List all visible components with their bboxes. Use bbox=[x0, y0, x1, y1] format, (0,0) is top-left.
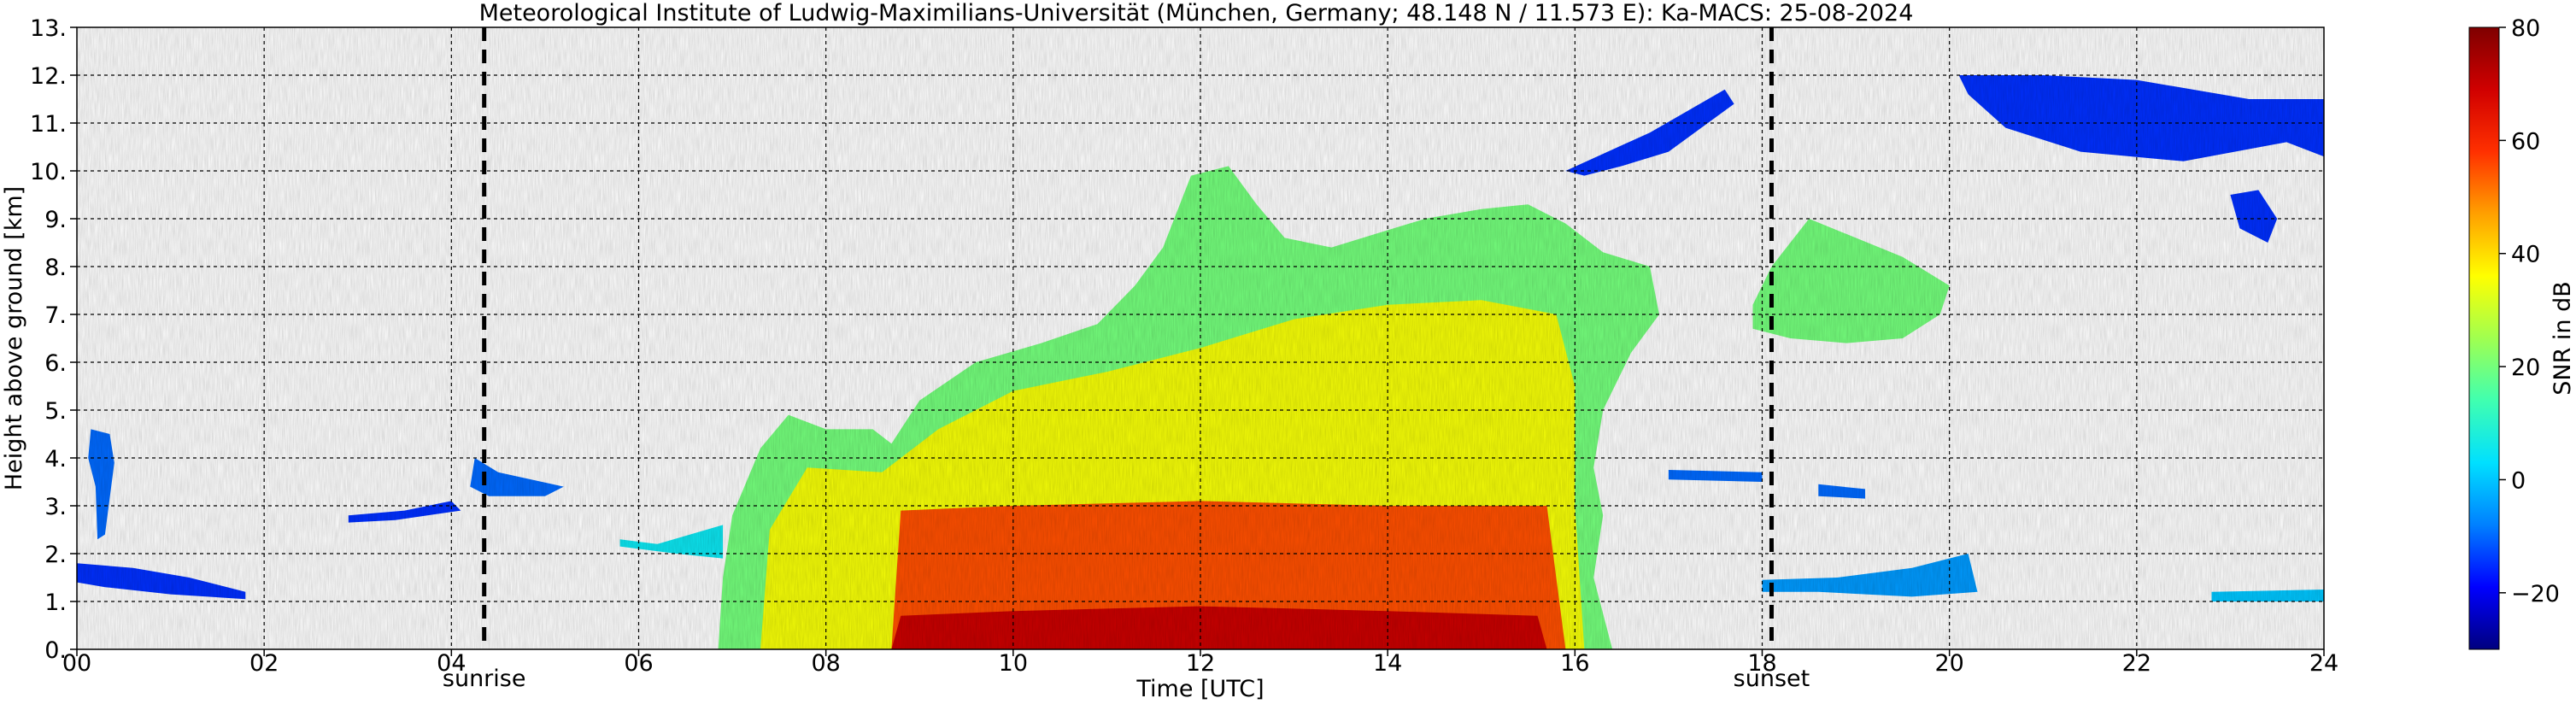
y-tick-label: 3. bbox=[44, 494, 67, 520]
y-tick-label: 11. bbox=[30, 111, 67, 138]
x-tick-label: 00 bbox=[62, 650, 91, 677]
colorbar-tick-label: −20 bbox=[2511, 581, 2560, 607]
x-tick-label: 12 bbox=[1186, 650, 1215, 677]
y-tick-label: 6. bbox=[44, 350, 67, 377]
y-tick-label: 13. bbox=[30, 15, 67, 42]
colorbar-tick-label: 60 bbox=[2511, 128, 2540, 155]
y-tick-label: 0. bbox=[44, 637, 67, 664]
y-tick-label: 12. bbox=[30, 63, 67, 90]
y-tick-label: 5. bbox=[44, 398, 67, 425]
y-tick-label: 9. bbox=[44, 207, 67, 233]
colorbar-frame bbox=[2468, 26, 2500, 650]
y-tick-label: 2. bbox=[44, 542, 67, 568]
x-tick-label: 14 bbox=[1373, 650, 1402, 677]
grid-lines bbox=[77, 27, 2324, 649]
x-tick-label: 20 bbox=[1934, 650, 1963, 677]
event-label-sunset: sunset bbox=[1734, 666, 1810, 692]
y-tick-label: 1. bbox=[44, 590, 67, 616]
y-tick-label: 10. bbox=[30, 159, 67, 185]
y-axis: 0. 1. 2. 3. 4. 5. 6. 7. 8. 9. 10. 11. 12. 13. bbox=[30, 15, 77, 664]
y-axis-label: Height above ground [km] bbox=[1, 186, 27, 490]
colorbar-tick-label: 20 bbox=[2511, 355, 2540, 381]
colorbar-label: SNR in dB bbox=[2550, 281, 2576, 396]
x-tick-label: 10 bbox=[999, 650, 1028, 677]
x-axis: 00 02 04 06 08 10 12 14 16 18 20 22 24 bbox=[62, 649, 2338, 677]
x-tick-label: 06 bbox=[624, 650, 653, 677]
x-axis-label: Time [UTC] bbox=[1135, 676, 1264, 702]
y-tick-label: 8. bbox=[44, 255, 67, 281]
x-tick-label: 24 bbox=[2309, 650, 2338, 677]
event-label-sunrise: sunrise bbox=[443, 666, 526, 692]
y-tick-label: 4. bbox=[44, 446, 67, 472]
colorbar-tick-label: 0 bbox=[2511, 467, 2526, 494]
x-tick-label: 22 bbox=[2122, 650, 2151, 677]
colorbar-tick-label: 80 bbox=[2511, 15, 2540, 42]
colorbar bbox=[2469, 27, 2499, 649]
colorbar-tick-label: 40 bbox=[2511, 242, 2540, 268]
x-tick-label: 16 bbox=[1560, 650, 1589, 677]
event-markers: sunrise sunset bbox=[443, 27, 1810, 692]
colorbar-ticks: −20 0 20 40 60 80 bbox=[2468, 15, 2560, 650]
y-tick-label: 7. bbox=[44, 302, 67, 329]
chart-title: Meteorological Institute of Ludwig-Maxim… bbox=[479, 0, 1914, 26]
x-tick-label: 02 bbox=[249, 650, 279, 677]
x-tick-label: 08 bbox=[811, 650, 840, 677]
x-tick-label: 04 bbox=[437, 650, 466, 677]
x-tick-label: 18 bbox=[1747, 650, 1776, 677]
